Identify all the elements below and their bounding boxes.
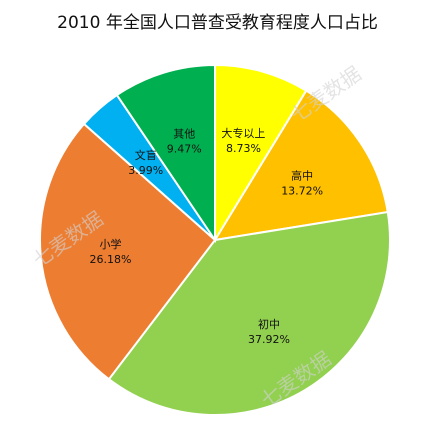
slice-category-label-4: 文盲 bbox=[135, 148, 157, 162]
pie-slice-0 bbox=[214, 63, 308, 244]
slice-value-label-0: 8.73% bbox=[226, 142, 261, 155]
pie-slice-1 bbox=[213, 89, 389, 242]
slice-value-label-3: 26.18% bbox=[90, 253, 132, 266]
pie-slice-3 bbox=[39, 122, 217, 381]
slice-value-label-1: 13.72% bbox=[281, 184, 323, 197]
pie-slice-5 bbox=[115, 63, 216, 244]
pie-labels: 大专以上 8.73% 高中 13.72% 初中 37.92% 小学 26.18% 文盲 3.99%… bbox=[90, 126, 324, 346]
slice-value-label-2: 37.92% bbox=[248, 333, 290, 346]
slice-category-label-2: 初中 bbox=[258, 317, 280, 331]
slice-category-label-0: 大专以上 bbox=[221, 126, 265, 140]
pie-slices bbox=[39, 63, 391, 416]
slice-category-label-5: 其他 bbox=[173, 128, 195, 141]
pie-slice-2 bbox=[107, 210, 391, 416]
slice-category-label-3: 小学 bbox=[99, 237, 121, 251]
slice-value-label-4: 3.99% bbox=[128, 164, 163, 177]
slice-value-label-5: 9.47% bbox=[167, 143, 202, 156]
slice-category-label-1: 高中 bbox=[291, 168, 313, 182]
chart-title: 2010 年全国人口普查受教育程度人口占比 bbox=[57, 13, 378, 33]
